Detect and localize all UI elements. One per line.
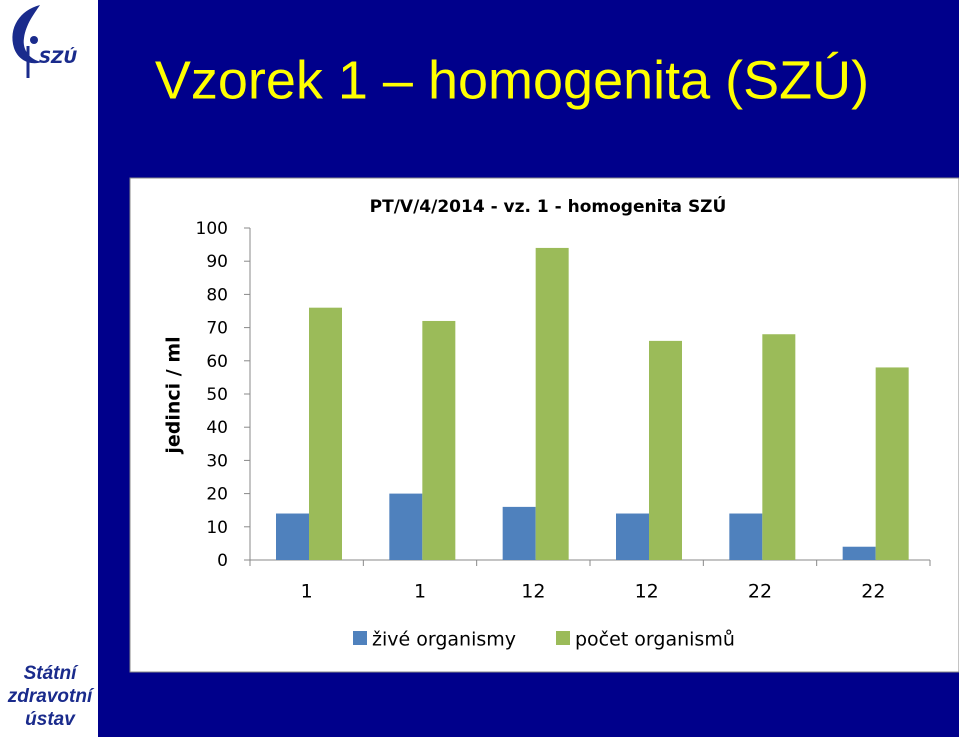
legend-label: živé organismy — [372, 629, 516, 651]
y-tick-label: 100 — [196, 219, 228, 239]
x-tick-label: 12 — [521, 581, 545, 603]
y-tick-label: 90 — [206, 252, 228, 272]
bar — [616, 513, 649, 560]
footer-line: zdravotní — [7, 686, 95, 707]
logo: SZÚ — [12, 5, 77, 78]
bar — [276, 513, 309, 560]
y-tick-label: 0 — [217, 551, 228, 571]
bar — [762, 334, 796, 560]
y-tick-label: 60 — [206, 352, 228, 372]
bar — [842, 546, 876, 560]
y-tick-label: 70 — [206, 319, 228, 339]
chart-title: PT/V/4/2014 - vz. 1 - homogenita SZÚ — [370, 195, 727, 217]
y-tick-label: 40 — [206, 418, 228, 438]
y-axis-label: jedinci / ml — [163, 336, 185, 454]
sidebar — [0, 0, 98, 737]
footer-line: ústav — [25, 709, 76, 730]
footer-line: Státní — [24, 663, 80, 684]
y-tick-label: 50 — [206, 385, 228, 405]
x-tick-label: 1 — [414, 581, 426, 603]
legend-swatch — [353, 631, 367, 645]
x-tick-label: 1 — [301, 581, 313, 603]
bar — [535, 247, 569, 561]
legend-swatch — [556, 631, 570, 645]
bar — [389, 493, 423, 560]
bar — [502, 506, 536, 560]
bar — [729, 513, 763, 560]
legend-label: počet organismů — [575, 629, 735, 651]
y-tick-label: 10 — [206, 518, 228, 538]
slide-title: Vzorek 1 – homogenita (SZÚ) — [155, 50, 869, 110]
x-tick-label: 12 — [635, 581, 659, 603]
y-tick-label: 30 — [206, 451, 228, 471]
y-tick-label: 80 — [206, 285, 228, 305]
x-tick-label: 22 — [748, 581, 772, 603]
bar — [875, 367, 909, 560]
logo-text: SZÚ — [39, 46, 78, 68]
x-tick-label: 22 — [861, 581, 885, 603]
bar — [309, 307, 342, 560]
y-tick-label: 20 — [206, 485, 228, 505]
bar — [649, 340, 682, 560]
bar — [422, 320, 456, 560]
